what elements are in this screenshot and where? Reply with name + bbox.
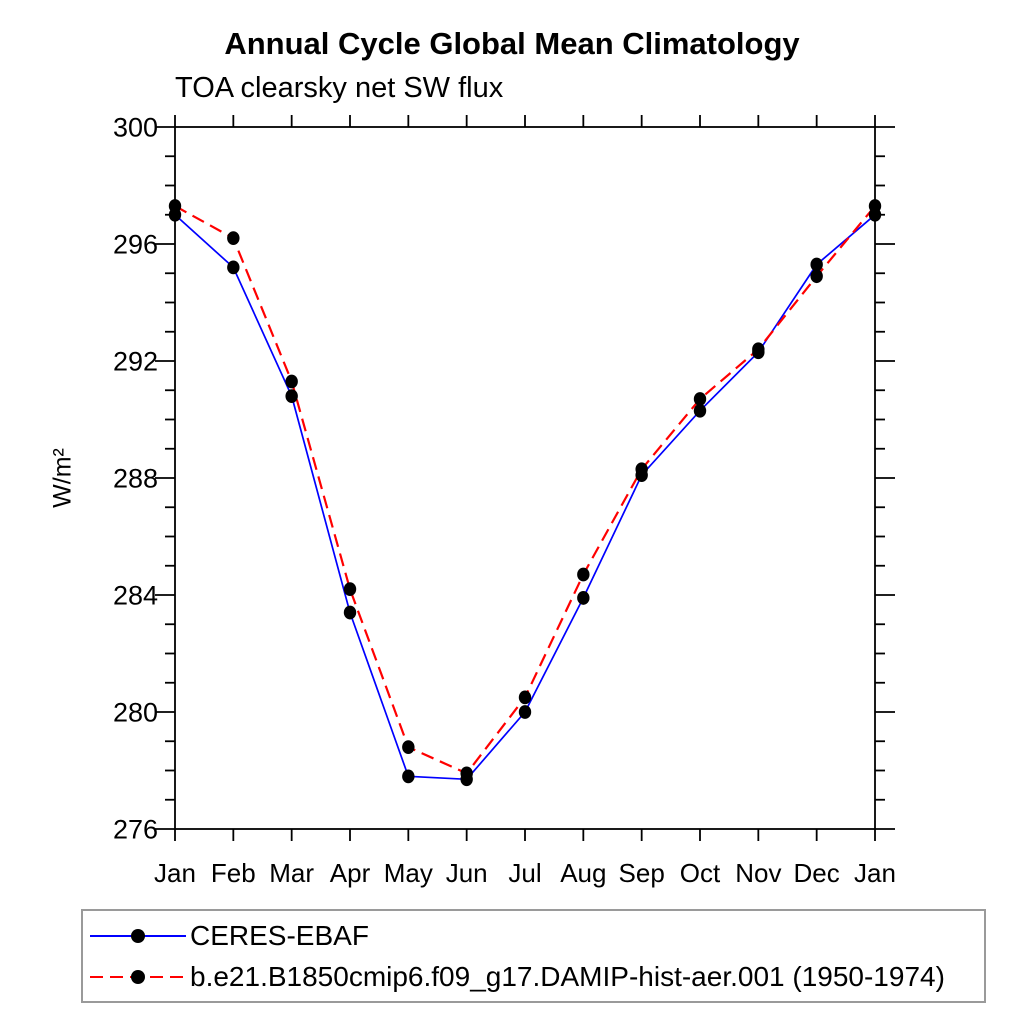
chart-title: Annual Cycle Global Mean Climatology <box>224 26 800 61</box>
plot-frame <box>174 126 876 830</box>
svg-text:Nov: Nov <box>735 858 781 888</box>
svg-text:284: 284 <box>113 581 158 611</box>
svg-text:296: 296 <box>113 230 158 260</box>
svg-text:Jan: Jan <box>854 858 896 888</box>
svg-text:292: 292 <box>113 347 158 377</box>
series-line-1 <box>174 205 876 775</box>
svg-text:Jan: Jan <box>154 858 196 888</box>
svg-text:Dec: Dec <box>794 858 840 888</box>
axis-ticks <box>155 115 895 841</box>
svg-text:Sep: Sep <box>619 858 665 888</box>
svg-text:Jun: Jun <box>446 858 488 888</box>
legend-label-ceres: CERES-EBAF <box>190 920 369 951</box>
legend-entry-ceres: CERES-EBAF <box>88 920 369 951</box>
svg-text:Aug: Aug <box>560 858 606 888</box>
svg-text:Apr: Apr <box>330 858 371 888</box>
x-tick-labels: Jan Feb Mar Apr May Jun Jul Aug Sep Oct Nov Dec Jan <box>154 858 896 888</box>
svg-text:300: 300 <box>113 113 158 143</box>
legend-box: CERES-EBAF b.e21.B1850cmip6.f09_g17.DAMI… <box>81 909 986 1003</box>
svg-text:Feb: Feb <box>211 858 256 888</box>
svg-text:280: 280 <box>113 698 158 728</box>
svg-text:May: May <box>384 858 433 888</box>
chart-subtitle: TOA clearsky net SW flux <box>175 72 504 104</box>
svg-text:Oct: Oct <box>680 858 721 888</box>
legend-entry-model: b.e21.B1850cmip6.f09_g17.DAMIP-hist-aer.… <box>88 961 945 992</box>
legend-solid-line-sample <box>90 929 186 943</box>
legend-dashed-line-sample <box>90 970 186 984</box>
svg-text:276: 276 <box>113 815 158 845</box>
svg-text:288: 288 <box>113 464 158 494</box>
series-markers-1 <box>168 199 882 781</box>
svg-text:Mar: Mar <box>269 858 314 888</box>
y-tick-labels: 276 280 284 288 292 296 300 <box>113 113 158 845</box>
svg-text:Jul: Jul <box>508 858 541 888</box>
legend-label-model: b.e21.B1850cmip6.f09_g17.DAMIP-hist-aer.… <box>190 961 945 992</box>
